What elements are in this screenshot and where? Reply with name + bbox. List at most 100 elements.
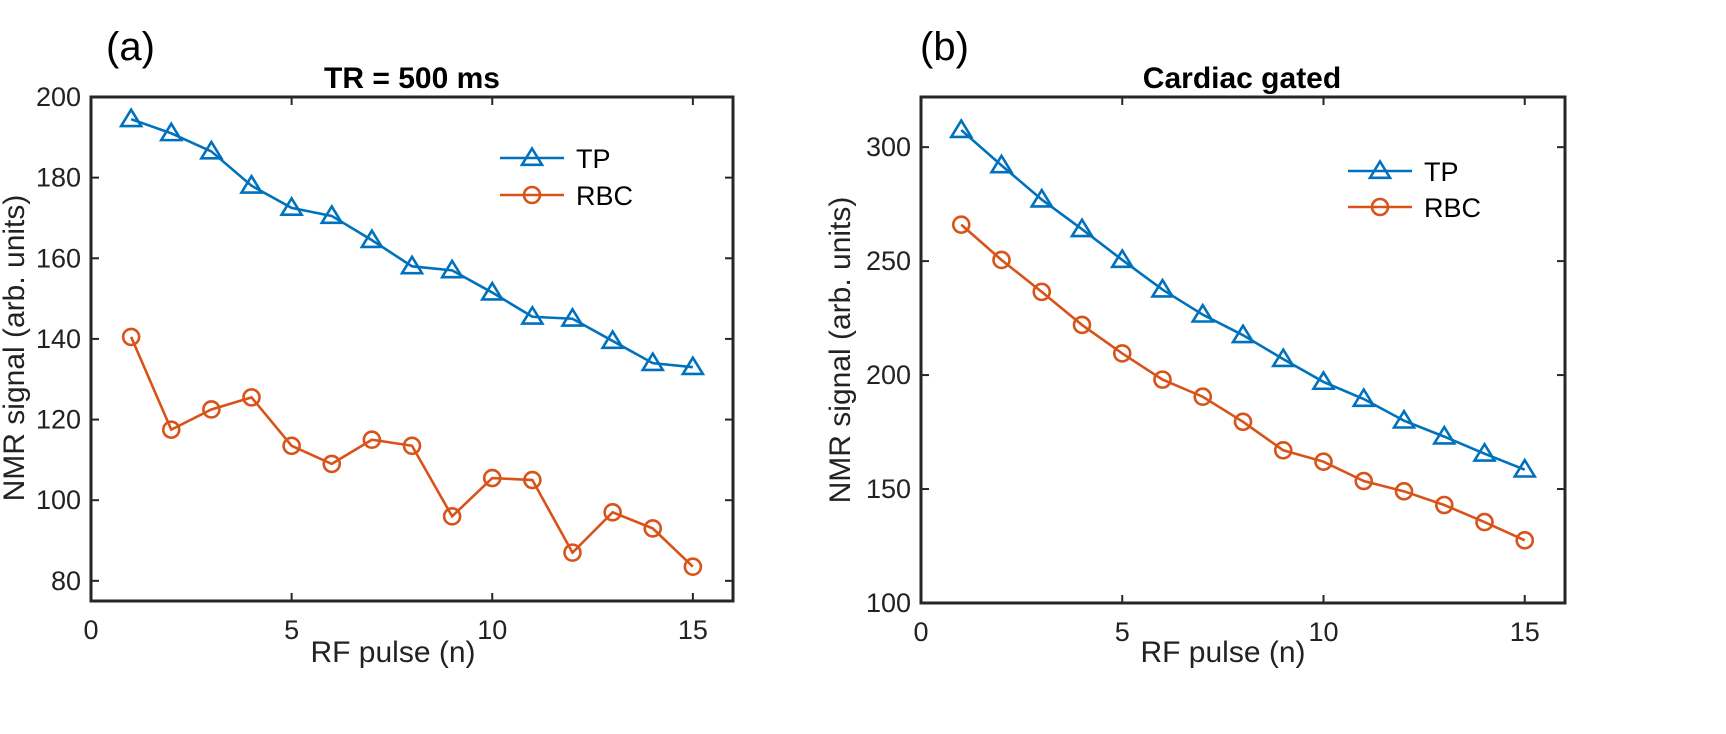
panel-a-plot-frame <box>89 95 735 603</box>
panel-b-title: Cardiac gated <box>1143 62 1341 95</box>
panel-b-series-tp-point <box>1431 424 1457 445</box>
panel-a-series-tp-point <box>399 254 425 275</box>
panel-a-series-rbc-point <box>202 400 221 419</box>
panel-b-series-rbc-point <box>1032 282 1052 302</box>
panel-b-series-tp-point <box>989 153 1014 174</box>
panel-a-series-tp-point <box>520 304 545 325</box>
panel-b-series-tp-point <box>1029 187 1055 208</box>
panel-b-series-rbc-point <box>1354 471 1374 491</box>
panel-b-y-tick-label: 250 <box>866 246 911 276</box>
panel-a-y-tick-label: 160 <box>36 243 81 273</box>
panel-a-series-rbc-point <box>603 502 622 522</box>
panel-b-series-rbc-point <box>1233 412 1253 432</box>
panel-b-series-tp-point <box>1150 277 1175 298</box>
panel-b-series-tp-point <box>1472 441 1497 462</box>
panel-a-series-rbc-point <box>322 454 342 474</box>
panel-a-legend-label-rbc: RBC <box>576 181 633 211</box>
panel-a-series-rbc-point <box>242 388 261 407</box>
panel-b-y-tick-label: 100 <box>866 588 911 618</box>
panel-a-series-tp-point <box>640 351 666 372</box>
panel-a-y-tick-label: 200 <box>36 82 81 112</box>
panel-a-series-tp-point <box>560 306 585 327</box>
panel-a-series-tp-point <box>359 228 385 249</box>
panel-b-x-tick-label: 0 <box>913 617 928 647</box>
panel-b-series-rbc-point <box>1072 315 1092 335</box>
panel-a-series-rbc-point <box>683 557 703 577</box>
panel-a-y-tick-label: 180 <box>36 163 81 193</box>
panel-b-series-tp-point <box>1270 347 1296 368</box>
panel-b-series-rbc-point <box>1153 370 1172 389</box>
panel-a-series-tp-point <box>158 121 184 142</box>
panel-b-series-tp-point <box>948 118 974 139</box>
panel-a-y-tick-label: 120 <box>36 405 81 435</box>
panel-a-x-tick-label: 10 <box>477 615 507 645</box>
panel-a-x-tick-label: 5 <box>284 615 299 645</box>
panel-b-series-tp-point <box>1512 457 1538 478</box>
panel-b-y-tick-label: 300 <box>866 132 911 162</box>
panel-a-series-rbc-point <box>523 470 542 490</box>
panel-a-series-tp-point <box>680 355 706 376</box>
panel-a-series-rbc-point <box>643 519 663 538</box>
panel-b-series-tp-point <box>1109 247 1135 269</box>
panel-b-series-tp-point <box>1351 387 1377 408</box>
panel-b-label: (b) <box>920 25 969 69</box>
panel-b: (b) Cardiac gated 0 5 10 15 100 150 200 250 300 T… <box>824 25 1567 669</box>
panel-a-series-tp-point <box>600 328 625 350</box>
panel-b-series-rbc-point <box>951 215 971 234</box>
panel-b-y-tick-label: 200 <box>866 360 911 390</box>
panel-a-x-tick-label: 0 <box>83 615 98 645</box>
panel-b-series-rbc-point <box>1475 512 1494 532</box>
panel-a-series-rbc-point <box>482 468 502 488</box>
panel-b-legend-label-rbc: RBC <box>1424 193 1481 223</box>
panel-a-series-tp-point <box>239 173 264 194</box>
panel-b-series-tp-point <box>1069 217 1095 238</box>
panel-b-series-rbc-point <box>1434 495 1454 515</box>
panel-a-label: (a) <box>106 25 155 69</box>
panel-b-series-rbc-line <box>960 223 1526 542</box>
panel-b-series-rbc-point <box>1314 452 1333 471</box>
panel-b-series-tp-point <box>1311 369 1336 391</box>
panel-b-series-rbc-point <box>1193 387 1213 407</box>
panel-b-x-axis-label: RF pulse (n) <box>1140 636 1305 669</box>
panel-b-series-tp-point <box>1391 408 1417 429</box>
panel-b-series-tp-line <box>960 129 1526 471</box>
panel-a-y-axis-label: NMR signal (arb. units) <box>0 195 31 502</box>
panel-a-series-tp-point <box>439 258 465 279</box>
panel-a-series-tp-point <box>479 280 505 301</box>
panel-a-y-tick-label: 100 <box>36 485 81 515</box>
panel-a-series-tp-point <box>118 107 144 128</box>
panel-a-y-tick-label: 80 <box>51 566 81 596</box>
panel-a-series-rbc-point <box>161 420 181 439</box>
panel-a-series-tp-point <box>319 203 345 225</box>
panel-b-x-tick-label: 5 <box>1115 617 1130 647</box>
panel-a-title: TR = 500 ms <box>324 62 500 95</box>
panel-b-y-axis-label: NMR signal (arb. units) <box>824 197 857 504</box>
panel-a-series-tp-point <box>199 139 224 160</box>
panel-b-legend-label-tp: TP <box>1424 157 1459 187</box>
panel-a-series-tp-point <box>279 195 304 217</box>
panel-a-legend-marker-rbc <box>522 185 542 205</box>
panel-b-y-tick-label: 150 <box>866 474 911 504</box>
panel-a-series-rbc-line <box>129 336 694 568</box>
panel-b-series-rbc-point <box>1112 344 1132 363</box>
panel-a-series-rbc-point <box>563 543 582 562</box>
panel-a-series-rbc-point <box>362 430 382 450</box>
panel-b-x-tick-label: 15 <box>1510 617 1540 647</box>
panel-b-plot-frame <box>919 95 1567 605</box>
panel-b-series-tp-point <box>1190 302 1216 323</box>
panel-b-series-rbc-point <box>992 250 1011 270</box>
panel-b-legend-marker-rbc <box>1370 197 1390 217</box>
panel-a-x-axis-label: RF pulse (n) <box>310 636 475 669</box>
panel-a-legend-marker-tp <box>519 146 545 167</box>
panel-b-series-rbc-point <box>1515 531 1535 550</box>
panel-b-series-tp-point <box>1230 323 1256 344</box>
panel-b-series-rbc-point <box>1273 440 1293 460</box>
panel-a: (a) TR = 500 ms 0 5 10 15 80 100 120 140 160 180 2… <box>0 25 735 669</box>
panel-a-legend-label-tp: TP <box>576 144 611 174</box>
panel-a-series-rbc-point <box>121 327 141 347</box>
panel-a-x-tick-label: 15 <box>678 615 708 645</box>
panel-b-x-tick-label: 10 <box>1308 617 1338 647</box>
panel-a-series-rbc-point <box>282 436 301 456</box>
panel-a-plot: 0 5 10 15 80 100 120 140 160 180 200 TP RBC <box>36 82 733 645</box>
